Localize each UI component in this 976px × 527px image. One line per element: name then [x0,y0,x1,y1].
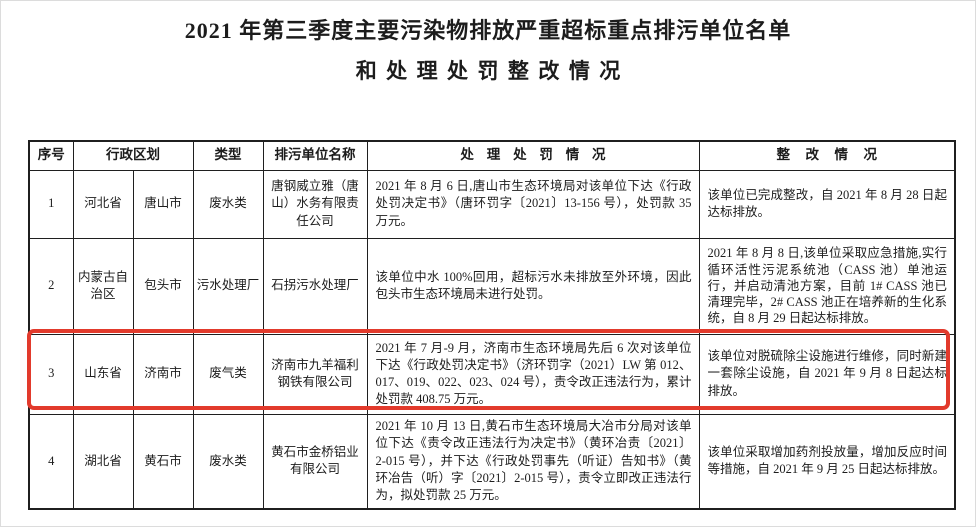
header-rectification: 整改情况 [698,140,956,171]
cell-punishment: 2021 年 8 月 6 日,唐山市生态环境局对该单位下达《行政处罚决定书》（唐… [366,169,700,239]
pollution-report-table: 序号 行政区划 类型 排污单位名称 处理处罚情况 整改情况 1 河北省 唐山市 … [28,140,956,510]
cell-no: 3 [28,333,74,415]
cell-province: 河北省 [72,169,134,239]
cell-unit-name: 石拐污水处理厂 [262,237,368,335]
cell-city: 黄石市 [132,413,194,510]
cell-type: 废水类 [192,169,264,239]
table-row-3-highlighted: 3 山东省 济南市 废气类 济南市九羊福利钢铁有限公司 2021 年 7 月-9… [28,333,956,415]
cell-no: 2 [28,237,74,335]
cell-punishment: 2021 年 10 月 13 日,黄石市生态环境局大冶市分局对该单位下达《责令改… [366,413,700,510]
header-unit-name: 排污单位名称 [262,140,368,171]
cell-rectification: 该单位采取增加药剂投放量，增加反应时间等措施，自 2021 年 9 月 25 日… [698,413,956,510]
cell-type: 污水处理厂 [192,237,264,335]
title-line-1: 2021 年第三季度主要污染物排放严重超标重点排污单位名单 [184,18,792,43]
cell-province: 湖北省 [72,413,134,510]
cell-rectification: 该单位对脱硫除尘设施进行维修，同时新建一套除尘设施，自 2021 年 9 月 8… [698,333,956,415]
cell-no: 1 [28,169,74,239]
cell-unit-name: 黄石市金桥铝业有限公司 [262,413,368,510]
header-no: 序号 [28,140,74,171]
table-header-row: 序号 行政区划 类型 排污单位名称 处理处罚情况 整改情况 [28,140,956,171]
cell-city: 包头市 [132,237,194,335]
cell-no: 4 [28,413,74,510]
cell-unit-name: 唐钢威立雅（唐山）水务有限责任公司 [262,169,368,239]
header-region: 行政区划 [72,140,194,171]
cell-province: 山东省 [72,333,134,415]
cell-province: 内蒙古自治区 [72,237,134,335]
title-line-2: 和处理处罚整改情况 [355,58,630,83]
header-type: 类型 [192,140,264,171]
cell-city: 济南市 [132,333,194,415]
cell-rectification: 2021 年 8 月 8 日,该单位采取应急措施,实行循环活性污泥系统池（CAS… [698,237,956,335]
cell-city: 唐山市 [132,169,194,239]
cell-punishment: 2021 年 7 月-9 月，济南市生态环境局先后 6 次对该单位下达《行政处罚… [366,333,700,415]
header-punishment: 处理处罚情况 [366,140,700,171]
table-row-2: 2 内蒙古自治区 包头市 污水处理厂 石拐污水处理厂 该单位中水 100%回用，… [28,237,956,335]
document-title: 2021 年第三季度主要污染物排放严重超标重点排污单位名单 和处理处罚整改情况 [1,1,975,85]
cell-unit-name: 济南市九羊福利钢铁有限公司 [262,333,368,415]
table-row-1: 1 河北省 唐山市 废水类 唐钢威立雅（唐山）水务有限责任公司 2021 年 8… [28,169,956,239]
cell-rectification: 该单位已完成整改，自 2021 年 8 月 28 日起达标排放。 [698,169,956,239]
table-row-4: 4 湖北省 黄石市 废水类 黄石市金桥铝业有限公司 2021 年 10 月 13… [28,413,956,510]
cell-type: 废气类 [192,333,264,415]
cell-type: 废水类 [192,413,264,510]
cell-punishment: 该单位中水 100%回用，超标污水未排放至外环境，因此包头市生态环境局未进行处罚… [366,237,700,335]
